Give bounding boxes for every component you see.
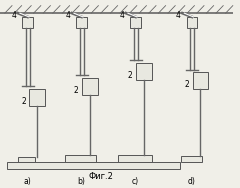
Text: a): a) [24,177,31,186]
Text: Фиг.2: Фиг.2 [88,172,113,181]
Bar [65,155,96,162]
Text: 2: 2 [74,86,78,95]
Bar [18,157,35,162]
Bar [76,17,87,28]
Text: d): d) [188,177,196,186]
Bar [192,72,208,89]
Bar [22,17,33,28]
Bar [187,17,198,28]
Text: c): c) [132,177,139,186]
Text: 4: 4 [176,11,181,20]
Text: 4: 4 [65,11,70,20]
Bar [29,89,45,106]
Bar [82,78,98,95]
Bar [136,63,152,80]
Text: b): b) [78,177,85,186]
Bar [181,156,202,162]
Bar [130,17,141,28]
Text: 2: 2 [21,97,26,106]
Text: 4: 4 [11,11,16,20]
Bar [118,155,152,162]
Text: 2: 2 [128,71,132,80]
Text: 2: 2 [184,80,189,89]
Text: 4: 4 [119,11,124,20]
Bar [7,162,180,169]
